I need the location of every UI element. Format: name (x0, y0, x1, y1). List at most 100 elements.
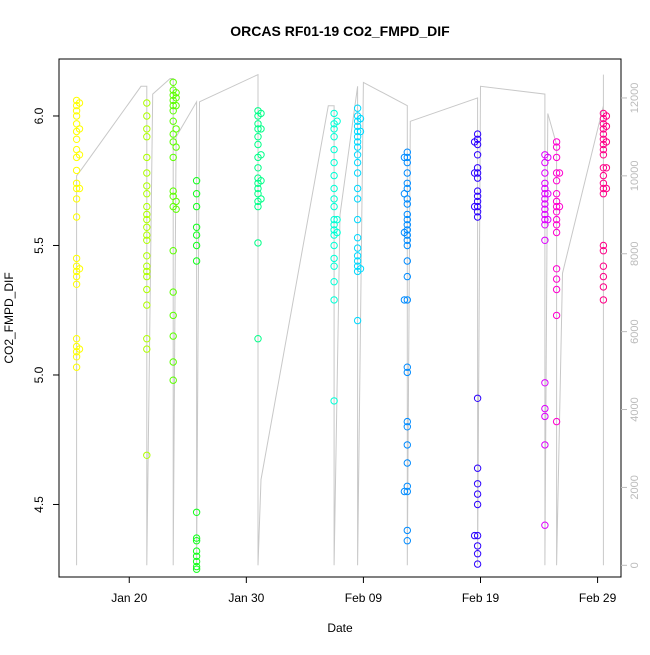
x-tick-label: Jan 20 (111, 591, 147, 605)
data-point (599, 241, 608, 250)
data-point (473, 480, 482, 488)
data-point (143, 301, 151, 309)
data-point (552, 202, 561, 211)
data-point (356, 114, 365, 123)
data-point (403, 526, 411, 535)
series-3 (169, 78, 180, 384)
data-point (72, 254, 81, 263)
data-point (400, 190, 409, 198)
data-point (473, 490, 482, 498)
data-point (143, 345, 151, 353)
data-point (353, 151, 362, 159)
data-point (192, 534, 201, 542)
data-point (169, 247, 177, 255)
data-point (254, 140, 262, 149)
data-point (599, 130, 608, 138)
data-point (403, 257, 411, 265)
data-point (555, 169, 564, 177)
data-point (143, 210, 151, 219)
data-point (254, 239, 262, 247)
data-point (599, 296, 608, 304)
data-point (403, 272, 411, 281)
data-point (473, 550, 482, 558)
data-point (333, 228, 341, 237)
data-point (400, 296, 409, 304)
data-point (403, 296, 411, 304)
data-point (470, 531, 479, 540)
data-point (257, 195, 265, 203)
data-point (552, 228, 561, 237)
data-point (403, 153, 411, 162)
y2-tick-label: 12000 (629, 83, 641, 114)
data-point (333, 117, 341, 125)
data-point (72, 184, 81, 193)
data-point (330, 296, 338, 304)
data-point (552, 177, 561, 185)
data-point (541, 236, 549, 245)
data-point (403, 459, 411, 467)
data-point (403, 441, 411, 449)
data-point (143, 252, 151, 260)
data-point (403, 487, 411, 496)
data-point (602, 184, 611, 193)
data-point (192, 547, 201, 555)
y-axis: 4.5 5.0 5.5 6.0 (32, 107, 59, 513)
x-axis-label: Date (327, 621, 353, 635)
series-9 (470, 130, 482, 568)
data-point (353, 234, 362, 242)
data-point (473, 394, 482, 402)
data-point (143, 285, 151, 294)
data-point (72, 195, 81, 203)
data-point (330, 202, 338, 211)
series-12 (599, 109, 611, 304)
x-tick-label: Feb 09 (345, 591, 383, 605)
data-point (541, 190, 549, 198)
data-point (72, 363, 81, 371)
data-point (143, 182, 151, 190)
data-point (172, 101, 180, 110)
data-point (552, 190, 561, 198)
data-point (192, 257, 201, 265)
data-point (257, 109, 265, 118)
y2-tick-label: 6000 (629, 319, 641, 343)
y2-tick-label: 10000 (629, 161, 641, 192)
data-point (599, 164, 608, 172)
data-point (143, 223, 151, 232)
data-point (330, 125, 338, 133)
data-point (353, 184, 362, 193)
series-8 (400, 148, 411, 545)
altitude-line (76, 73, 604, 566)
data-point (473, 130, 482, 138)
data-point (257, 125, 265, 133)
data-point (330, 171, 338, 180)
data-point (470, 138, 479, 146)
data-point (330, 278, 338, 286)
x-axis: Jan 20 Jan 30 Feb 09 Feb 19 Feb 29 (111, 577, 617, 605)
data-point (353, 244, 362, 252)
data-point (192, 537, 201, 545)
data-point (254, 202, 262, 211)
secondary-y-axis: 0 2000 4000 6000 8000 10000 12000 (621, 83, 641, 568)
data-point (353, 127, 362, 136)
data-point (169, 288, 177, 296)
data-point (330, 109, 338, 118)
data-point (602, 112, 611, 120)
data-point (541, 205, 549, 213)
data-point (470, 169, 479, 177)
data-point (330, 254, 338, 263)
data-point (143, 272, 151, 281)
data-point (599, 247, 608, 255)
data-point (552, 169, 561, 177)
plot-frame (58, 58, 622, 578)
data-point (353, 215, 362, 224)
y-tick-label: 4.5 (32, 496, 46, 513)
data-point (356, 265, 365, 273)
data-point (192, 552, 201, 560)
data-point (169, 358, 177, 366)
data-point (169, 153, 177, 162)
y-tick-label: 5.0 (32, 366, 46, 383)
data-point (330, 262, 338, 270)
data-point (599, 262, 608, 270)
data-point (169, 187, 177, 195)
data-point (330, 145, 338, 154)
